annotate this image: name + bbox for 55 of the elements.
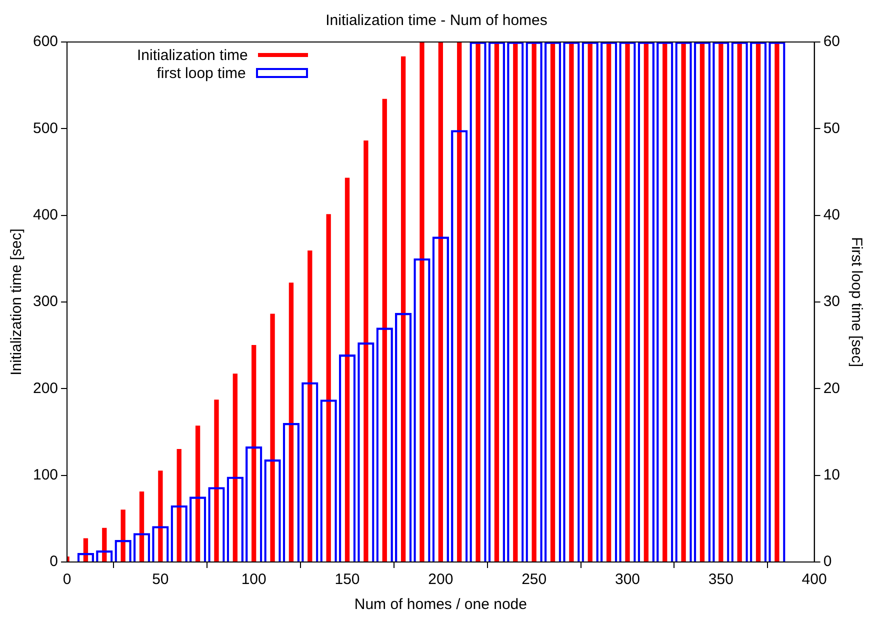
bar bbox=[774, 42, 780, 562]
x-tick-label: 0 bbox=[62, 571, 72, 588]
bar bbox=[681, 42, 686, 562]
y-tick-label: 100 bbox=[32, 466, 58, 484]
bar bbox=[252, 345, 256, 562]
bar bbox=[662, 42, 668, 562]
bar bbox=[438, 42, 443, 562]
x-tick-label: 400 bbox=[802, 571, 827, 588]
legend-label: Initialization time bbox=[137, 46, 248, 64]
bar bbox=[214, 400, 219, 562]
y2-tick-label: 30 bbox=[823, 293, 840, 310]
bar bbox=[308, 250, 312, 562]
bar bbox=[270, 314, 275, 562]
x-tick-label: 150 bbox=[334, 571, 360, 588]
bar bbox=[718, 42, 724, 562]
y-tick-label: 300 bbox=[32, 293, 58, 310]
x-tick-label: 100 bbox=[241, 571, 266, 588]
y2-tick-label: 60 bbox=[823, 33, 840, 50]
bar bbox=[625, 42, 630, 562]
bar bbox=[232, 374, 238, 562]
legend-label: first loop time bbox=[156, 64, 246, 82]
y2-axis-title: First loop time [sec] bbox=[848, 236, 865, 368]
y2-tick-label: 40 bbox=[823, 206, 840, 224]
y-tick-label: 0 bbox=[50, 553, 58, 570]
y2-tick-label: 50 bbox=[823, 120, 840, 137]
chart-title: Initialization time - Num of homes bbox=[326, 12, 548, 30]
y-tick-label: 500 bbox=[32, 120, 58, 137]
y-tick-label: 400 bbox=[32, 206, 58, 224]
y2-tick-label: 20 bbox=[823, 380, 840, 397]
bar bbox=[737, 42, 742, 562]
x-tick-label: 200 bbox=[428, 571, 454, 588]
bar bbox=[569, 42, 574, 562]
y2-tick-label: 10 bbox=[823, 466, 840, 484]
x-tick-label: 50 bbox=[152, 571, 169, 588]
bar bbox=[102, 528, 107, 562]
bar bbox=[158, 470, 163, 562]
y-axis-title: Initialization time [sec] bbox=[8, 228, 26, 376]
bar bbox=[532, 42, 536, 562]
x-axis-title: Num of homes / one node bbox=[354, 596, 527, 614]
bar bbox=[457, 42, 462, 562]
x-tick-label: 300 bbox=[614, 571, 640, 588]
y-tick-label: 600 bbox=[32, 33, 58, 50]
bar bbox=[120, 510, 126, 562]
bar bbox=[364, 140, 368, 562]
bar bbox=[588, 42, 592, 562]
y-tick-label: 200 bbox=[32, 380, 58, 397]
x-tick-label: 250 bbox=[522, 571, 547, 588]
bar bbox=[382, 98, 387, 562]
bar bbox=[476, 42, 480, 562]
bar bbox=[326, 214, 331, 562]
x-tick-label: 350 bbox=[708, 571, 734, 588]
bar bbox=[420, 42, 424, 562]
y2-tick-label: 0 bbox=[823, 553, 832, 570]
bar bbox=[513, 42, 518, 562]
bar bbox=[176, 449, 182, 562]
